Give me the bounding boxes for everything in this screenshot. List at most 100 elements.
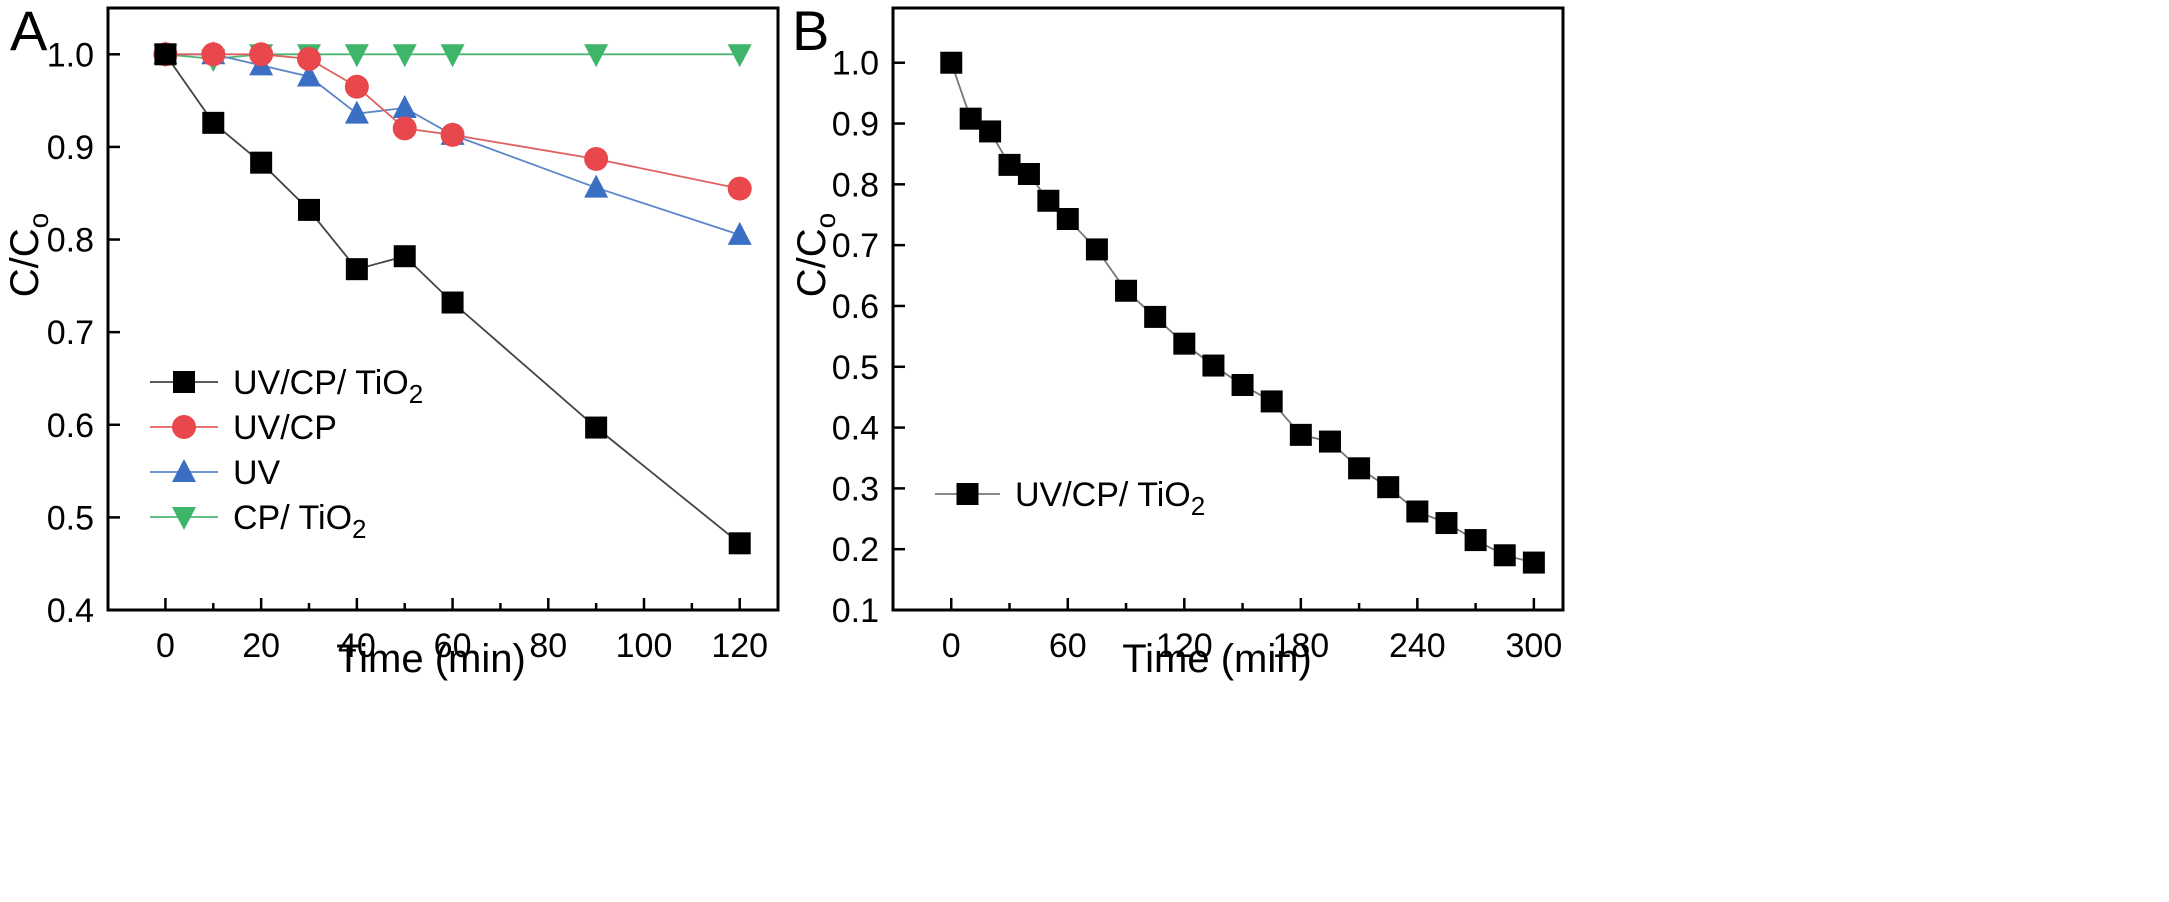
panel-b-legend: UV/CP/ TiO2: [935, 476, 1205, 521]
panel-b-legend-label: UV/CP/ TiO2: [1015, 476, 1205, 521]
panel-a-legend-label: UV: [233, 454, 281, 492]
panel-b-series-0-point: [998, 153, 1021, 176]
panel-b-ytick-label: 0.4: [832, 410, 879, 448]
panel-a-ytick-label: 0.5: [47, 499, 94, 537]
panel-b-series-0-point: [1377, 476, 1400, 499]
panel-a-ylabel: C/Co: [3, 213, 54, 297]
panel-b-ytick-label: 0.5: [832, 349, 879, 387]
panel-b-legend-entry-0: UV/CP/ TiO2: [935, 476, 1205, 521]
panel-a-ytick-label: 0.4: [47, 592, 94, 630]
panel-a-xtick-label: 60: [434, 627, 472, 665]
panel-b-series-0-point: [1318, 430, 1341, 453]
panel-a-legend-label: CP/ TiO2: [233, 499, 367, 544]
panel-b-xtick-label: 240: [1389, 627, 1446, 665]
panel-b-ylabel: C/Co: [790, 213, 841, 297]
panel-a-xtick-label: 40: [338, 627, 376, 665]
panel-a-series-3-point: [727, 44, 752, 68]
panel-a-series-1-point: [344, 74, 369, 99]
panel-a-series-2-point: [584, 174, 609, 198]
panel-a-series-2-point: [297, 63, 321, 87]
panel-b-ylabel-sub: o: [810, 213, 841, 229]
panel-a-ticks: 0 20 40 60 80 100 120 0.4 0.5 0.6 0.7 0.8 0.9 1.0: [47, 36, 768, 665]
panel-b-series-0-point: [1348, 457, 1371, 480]
panel-b-series-0-point: [1037, 189, 1060, 212]
panel-a-series-1-point: [297, 46, 321, 71]
panel-b-series-0-point: [1231, 374, 1254, 397]
panel-a-series-0-point: [154, 43, 177, 66]
panel-a-legend-label-main: UV/CP: [233, 409, 337, 447]
panel-a-legend-entry-2: UV: [150, 454, 281, 492]
panel-a-series-2-point: [344, 100, 369, 124]
panel-b-series-0-point: [1260, 390, 1283, 413]
panel-a-xtick-label: 120: [711, 627, 768, 665]
panel-b-ytick-label: 0.8: [832, 166, 879, 204]
panel-a-legend-marker: [172, 415, 196, 439]
panel-a-ylabel-sub: o: [23, 213, 54, 229]
panel-a-legend-marker: [172, 507, 196, 530]
panel-b-series-0-point: [1522, 551, 1545, 574]
panel-b-xlabel: Time (min): [1122, 637, 1312, 681]
panel-a-series-0: [154, 43, 751, 555]
panel-a-series-3: [153, 44, 752, 72]
panel-a-series-0-point: [393, 245, 416, 268]
panel-b-series-0-point: [1144, 305, 1167, 328]
panel-a-ytick-label: 0.8: [47, 222, 94, 260]
panel-a-series-1-point: [440, 122, 465, 147]
panel-a-legend-label-sub: 2: [409, 379, 423, 409]
panel-a-series: [153, 41, 752, 555]
panel-a-legend-label-main: UV/CP/ TiO: [233, 364, 409, 402]
panel-a-letter: A: [10, 0, 48, 62]
panel-a-series-3-point: [584, 44, 609, 68]
panel-b-series-0: [940, 51, 1545, 574]
panel-b: B 0 60 120 180 240 300 0.1 0.2 0.3 0.4 0.5 0.6 0.7 0.…: [790, 0, 1565, 681]
panel-b-series-0-point: [1493, 544, 1516, 567]
panel-a-series-2-point: [727, 221, 752, 245]
panel-a-xtick-label: 80: [529, 627, 567, 665]
panel-b-ytick-label: 0.7: [832, 227, 879, 265]
panel-a-legend-marker: [172, 459, 196, 482]
panel-b-ticks: 0 60 120 180 240 300 0.1 0.2 0.3 0.4 0.5 0.6 0.7 0.8 0…: [832, 45, 1563, 665]
panel-b-series-0-point: [979, 120, 1002, 143]
panel-b-plot-frame: [891, 6, 1565, 612]
panel-b-series-0-point: [959, 107, 982, 130]
panel-b-xtick-label: 300: [1506, 627, 1563, 665]
panel-a-series-0-point: [202, 111, 225, 134]
panel-a-legend-label: UV/CP: [233, 409, 337, 447]
panel-a-xlabel: Time (min): [336, 637, 526, 681]
panel-a-series-1-point: [249, 42, 274, 67]
panel-a-ylabel-main: C/C: [3, 228, 47, 297]
panel-b-xtick-label: 120: [1156, 627, 1213, 665]
panel-b-series-0-point: [1289, 423, 1312, 446]
panel-b-ytick-label: 0.2: [832, 531, 879, 569]
panel-b-ytick-label: 0.6: [832, 288, 879, 326]
panel-a-legend-entry-0: UV/CP/ TiO2: [150, 364, 423, 409]
panel-b-ytick-label: 1.0: [832, 45, 879, 83]
panel-b-ytick-label: 0.1: [832, 592, 879, 630]
panel-b-series-0-point: [1435, 512, 1458, 535]
panel-a-xtick-label: 20: [242, 627, 280, 665]
panel-a-xtick-label: 100: [616, 627, 673, 665]
panel-a-legend-label-sub: 2: [352, 514, 366, 544]
panel-b-xtick-label: 0: [942, 627, 961, 665]
panel-b-legend-label-main: UV/CP/ TiO: [1015, 476, 1191, 514]
panel-a-series-2-point: [392, 95, 417, 119]
panel-b-xtick-label: 60: [1049, 627, 1087, 665]
panel-a-legend-label-main: CP/ TiO: [233, 499, 352, 537]
panel-b-series-0-point: [1406, 500, 1429, 523]
panel-b-xtick-label: 180: [1272, 627, 1329, 665]
panel-b-ytick-label: 0.9: [832, 106, 879, 144]
panel-b-series-0-point: [1115, 279, 1138, 302]
panel-b-series: [940, 51, 1545, 574]
panel-b-legend-marker: [956, 483, 979, 505]
panel-b-ytick-label: 0.3: [832, 470, 879, 508]
panel-a-ytick-label: 0.7: [47, 314, 94, 352]
panel-a-series-1-point: [727, 176, 752, 201]
panel-a-series-0-point: [441, 291, 464, 314]
panel-a-legend-marker: [173, 371, 195, 393]
panel-a: A 0 20 40 60 80 100 120 0.4 0.5 0.6 0.7 0.8 0.9 1.0 T…: [3, 0, 780, 681]
panel-b-series-0-point: [940, 51, 963, 74]
panel-a-series-0-point: [585, 416, 608, 439]
panel-b-letter: B: [792, 0, 829, 62]
panel-b-series-0-point: [1202, 354, 1225, 377]
